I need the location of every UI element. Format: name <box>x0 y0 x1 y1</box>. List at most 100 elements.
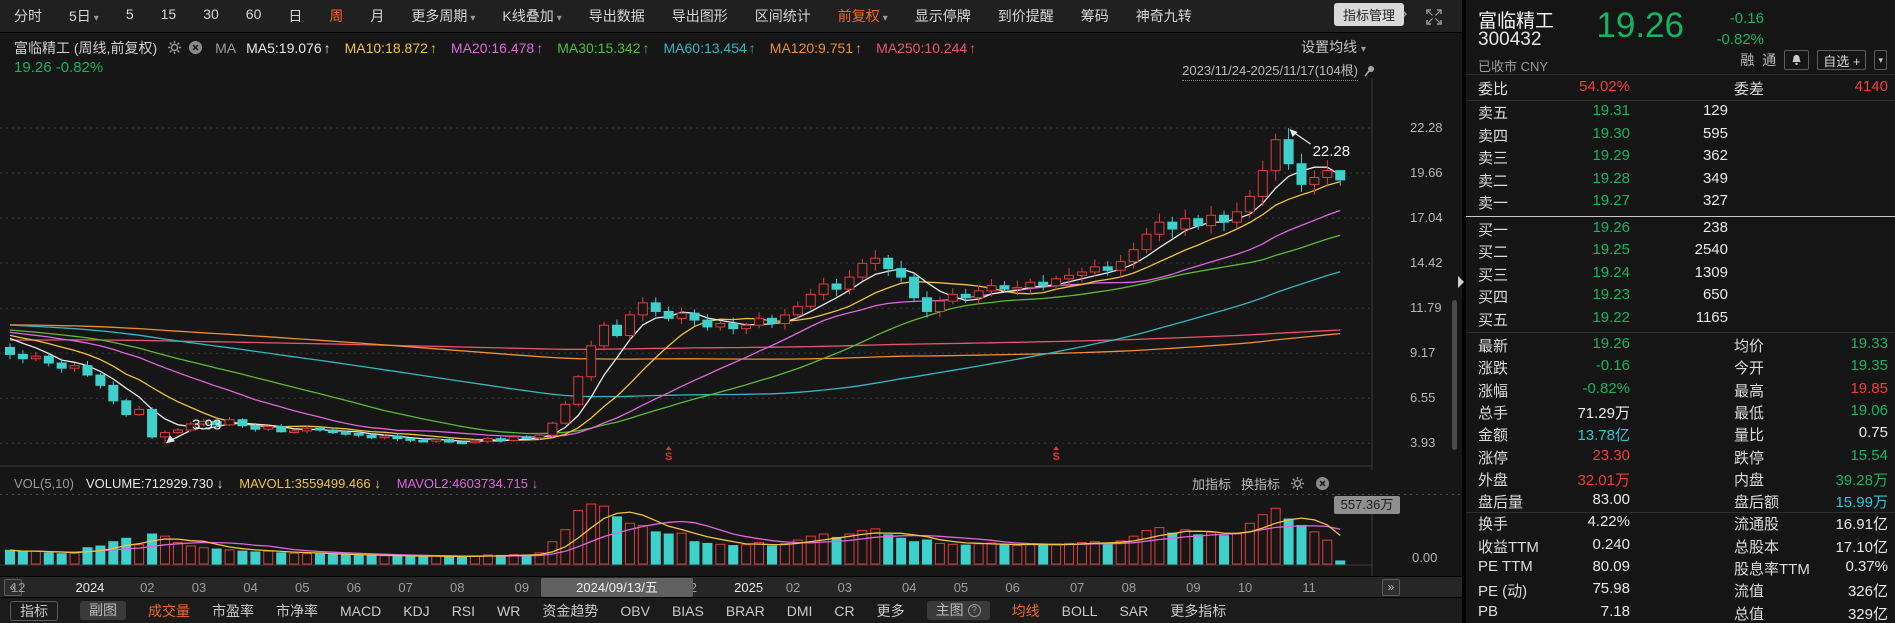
scroll-right-button[interactable]: » <box>1382 579 1400 596</box>
toolbar-item-筹码[interactable]: 筹码 <box>1080 8 1109 24</box>
toolbar-item-5日[interactable]: 5日 ▾ <box>69 8 99 24</box>
chevron-down-icon: ▾ <box>93 13 99 24</box>
market-status: 已收市 CNY <box>1478 59 1549 74</box>
toolbar-item-日[interactable]: 日 <box>288 8 303 24</box>
tab-主图[interactable]: 主图? <box>926 601 990 620</box>
toolbar-item-月[interactable]: 月 <box>370 8 385 24</box>
date-tick-label: 10 <box>1237 580 1253 595</box>
chart-scrollbar-thumb[interactable] <box>1452 300 1457 450</box>
toolbar-item-15[interactable]: 15 <box>160 6 177 22</box>
svg-text:22.28: 22.28 <box>1313 143 1351 160</box>
price-tick-label: 14.42 <box>1410 255 1443 271</box>
ma-line-20 <box>9 209 1341 438</box>
indicator-manage-button[interactable]: 指标管理 <box>1333 3 1404 26</box>
mavol-line-5 <box>9 511 1341 558</box>
tab-副图[interactable]: 副图 <box>80 601 126 620</box>
toolbar-item-分时[interactable]: 分时 <box>14 8 42 24</box>
volume-axis-tag: 557.36万 <box>1334 496 1400 514</box>
date-tick-label: 07 <box>398 580 413 595</box>
close-pane-icon[interactable] <box>1315 476 1330 491</box>
stat-row-换手: 换手 4.22% 流通股 16.91亿 <box>1478 513 1888 534</box>
toolbar-item-60[interactable]: 60 <box>245 6 262 22</box>
add-indicator-link[interactable]: 加指标 <box>1191 477 1231 492</box>
chevron-down-icon: ▾ <box>1878 54 1883 65</box>
date-tick-label: 02 <box>785 580 801 595</box>
toolbar-item-导出数据[interactable]: 导出数据 <box>588 8 645 24</box>
date-tick-label: 06 <box>1005 580 1020 595</box>
visible-range-text: 2023/11/24-2025/11/17(104根) <box>1182 60 1358 81</box>
stat-row-PB: PB 7.18 总值 329亿 <box>1478 602 1888 623</box>
bid-row-买二: 买二 19.25 2540 <box>1478 241 1728 261</box>
close-indicator-icon[interactable] <box>188 40 203 55</box>
toolbar-item-前复权[interactable]: 前复权 ▾ <box>837 8 888 24</box>
tab-DMI[interactable]: DMI <box>786 602 813 619</box>
toolbar-item-区间统计[interactable]: 区间统计 <box>754 8 811 24</box>
tab-更多指标[interactable]: 更多指标 <box>1170 602 1227 619</box>
tab-WR[interactable]: WR <box>497 602 521 619</box>
visible-range[interactable]: 2023/11/24-2025/11/17(104根) <box>1182 60 1376 81</box>
stat-row-外盘: 外盘 32.01万 内盘 39.28万 <box>1478 471 1888 489</box>
toolbar-item-神奇九转[interactable]: 神奇九转 <box>1135 8 1192 24</box>
chevron-down-icon: ▾ <box>882 13 888 24</box>
volume-indicator-name: VOL(5,10) <box>14 475 74 491</box>
tab-指标[interactable]: 指标 <box>10 600 58 621</box>
tab-更多[interactable]: 更多 <box>876 602 905 619</box>
date-tick-label: 09 <box>514 580 530 595</box>
tab-KDJ[interactable]: KDJ <box>403 602 430 619</box>
collapse-panel-arrow[interactable] <box>1458 276 1464 288</box>
date-tick-label: 04 <box>243 580 258 595</box>
toolbar-item-K线叠加[interactable]: K线叠加 ▾ <box>502 8 562 24</box>
tab-CR[interactable]: CR <box>834 602 855 619</box>
tab-均线[interactable]: 均线 <box>1011 602 1040 619</box>
gear-icon[interactable] <box>1290 476 1305 491</box>
volume-header-row: VOL(5,10) VOLUME:712929.730 ↓ MAVOL1:3559… <box>0 474 1462 492</box>
ma-toggle-label[interactable]: MA <box>215 39 237 56</box>
add-watchlist-label: 自选 + <box>1823 53 1861 69</box>
tab-市盈率[interactable]: 市盈率 <box>212 602 254 619</box>
toolbar-item-更多周期[interactable]: 更多周期 ▾ <box>411 8 476 24</box>
price-tick-label: 17.04 <box>1410 210 1443 226</box>
watchlist-dropdown-button[interactable]: ▾ <box>1874 50 1887 70</box>
vol-value-MAVOL2: MAVOL2:4603734.715 ↓ <box>396 475 539 491</box>
toolbar-item-显示停牌[interactable]: 显示停牌 <box>914 8 971 24</box>
tab-市净率[interactable]: 市净率 <box>276 602 318 619</box>
alert-bell-button[interactable] <box>1784 50 1810 70</box>
pin-icon[interactable] <box>1363 64 1376 77</box>
swap-indicator-link[interactable]: 换指标 <box>1240 477 1280 492</box>
ma-value-MA30: MA30:15.342 ↑ <box>557 39 650 56</box>
tab-SAR[interactable]: SAR <box>1119 602 1149 619</box>
tab-OBV[interactable]: OBV <box>620 602 650 619</box>
candlestick-series <box>5 128 1346 445</box>
quote-panel: 富临精工 300432 已收市 CNY 19.26 -0.16 -0.82% 融… <box>1466 0 1895 623</box>
up-arrow-icon: ↑ <box>323 39 331 56</box>
ma-settings-button[interactable]: 设置均线 ▾ <box>1301 37 1366 57</box>
ma-value-MA250: MA250:10.244 ↑ <box>876 39 977 56</box>
tab-RSI[interactable]: RSI <box>451 602 476 619</box>
toolbar-item-到价提醒[interactable]: 到价提醒 <box>997 8 1054 24</box>
fullscreen-icon[interactable] <box>1424 7 1444 27</box>
tab-MACD[interactable]: MACD <box>340 602 382 619</box>
help-icon[interactable]: ? <box>967 604 981 617</box>
volume-chart[interactable] <box>0 494 1462 576</box>
add-watchlist-button[interactable]: 自选 + <box>1817 50 1867 70</box>
date-tick-label: 11 <box>1302 580 1316 595</box>
tab-成交量[interactable]: 成交量 <box>148 602 190 619</box>
toolbar-item-周[interactable]: 周 <box>329 8 344 24</box>
stat-row-总手: 总手 71.29万 最低 19.06 <box>1478 401 1888 422</box>
scroll-left-button[interactable]: « <box>4 579 22 596</box>
ma-value-MA20: MA20:16.478 ↑ <box>450 39 544 56</box>
toolbar-item-30[interactable]: 30 <box>203 6 219 22</box>
price-tick-label: 11.79 <box>1410 300 1442 316</box>
gear-icon[interactable] <box>167 40 182 55</box>
chart-subheader-row: 19.26 -0.82% 2023/11/24-2025/11/17(104根) <box>0 59 1462 81</box>
tab-BIAS[interactable]: BIAS <box>671 602 704 619</box>
up-arrow-icon: ↑ <box>642 39 650 56</box>
tab-BOLL[interactable]: BOLL <box>1061 602 1098 619</box>
toolbar-item-导出图形[interactable]: 导出图形 <box>671 8 728 24</box>
tab-资金趋势[interactable]: 资金趋势 <box>542 602 599 619</box>
candlestick-chart[interactable]: S S22.283.93 <box>0 78 1462 470</box>
toolbar-item-5[interactable]: 5 <box>125 6 134 22</box>
tab-BRAR[interactable]: BRAR <box>725 602 765 619</box>
up-arrow-icon: ↑ <box>429 39 437 56</box>
